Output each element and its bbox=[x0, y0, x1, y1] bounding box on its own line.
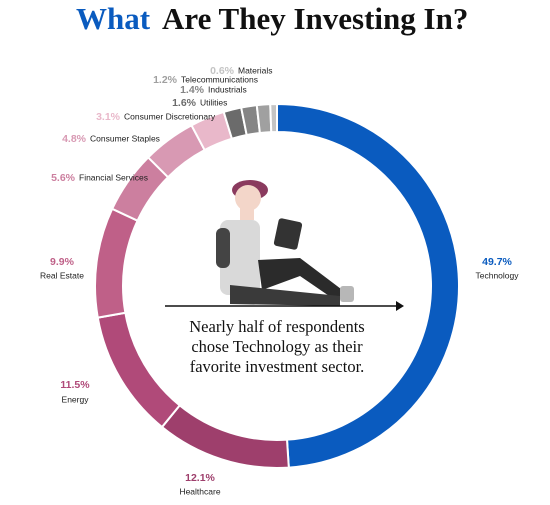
value-label: 1.2% bbox=[153, 74, 178, 86]
arrow-head bbox=[396, 301, 404, 311]
annotation: chose Technology as their bbox=[191, 337, 363, 356]
value-label: 11.5% bbox=[60, 379, 90, 391]
category-label: Consumer Staples bbox=[90, 133, 160, 143]
annotation: Nearly half of respondents bbox=[189, 317, 364, 336]
value-label: 49.7% bbox=[482, 256, 512, 268]
category-label: Energy bbox=[62, 394, 90, 404]
title: Are They Investing In? bbox=[162, 1, 468, 36]
donut-slice bbox=[269, 102, 278, 134]
donut-slice bbox=[255, 103, 273, 135]
value-label: 1.6% bbox=[172, 97, 197, 109]
value-label: 12.1% bbox=[185, 472, 215, 484]
category-label: Utilities bbox=[200, 97, 227, 107]
donut-slice bbox=[160, 403, 290, 469]
category-label: Materials bbox=[238, 65, 272, 75]
category-label: Industrials bbox=[208, 84, 247, 94]
annotation: favorite investment sector. bbox=[190, 357, 365, 376]
value-label: 3.1% bbox=[96, 111, 121, 123]
value-label: 1.4% bbox=[180, 84, 205, 96]
category-label: Technology bbox=[475, 270, 519, 280]
value-label: 0.6% bbox=[210, 65, 235, 77]
category-label: Financial Services bbox=[79, 172, 148, 182]
value-label: 5.6% bbox=[51, 172, 76, 184]
value-label: 4.8% bbox=[62, 133, 87, 145]
donut-slice bbox=[94, 207, 139, 319]
category-label: Consumer Discretionary bbox=[124, 111, 216, 121]
title-highlight: What bbox=[76, 1, 151, 36]
category-label: Healthcare bbox=[179, 486, 220, 496]
category-label: Telecommunications bbox=[181, 74, 258, 84]
donut-slice bbox=[96, 311, 182, 429]
donut-slice bbox=[276, 102, 460, 469]
illustration bbox=[216, 180, 354, 306]
category-label: Real Estate bbox=[40, 270, 84, 280]
value-label: 9.9% bbox=[50, 256, 75, 268]
